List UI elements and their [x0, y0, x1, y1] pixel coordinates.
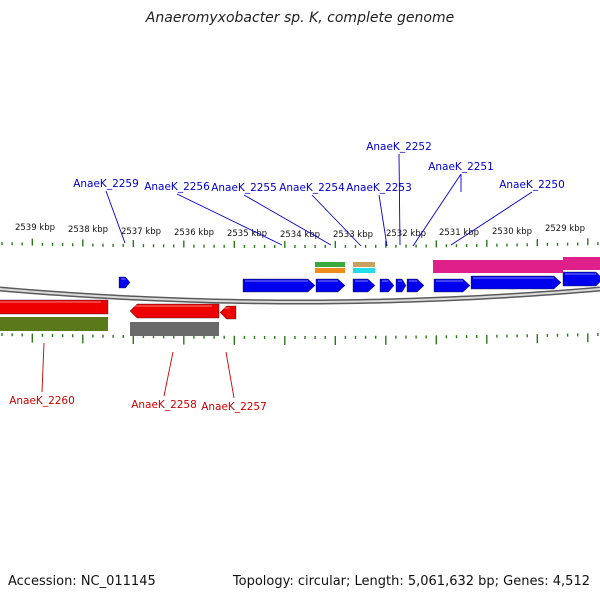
gene-label-reverse[interactable]: AnaeK_2260 — [9, 395, 75, 407]
gene-label-forward[interactable]: AnaeK_2255 — [211, 182, 277, 194]
feature-track-gray[interactable] — [130, 322, 219, 336]
axis-label: 2538 kbp — [68, 225, 108, 235]
gene-label-forward[interactable]: AnaeK_2250 — [499, 179, 565, 191]
feature-track-cyan[interactable] — [353, 268, 375, 273]
forward-gene-arrow[interactable] — [118, 276, 131, 289]
gene-highlight — [222, 307, 230, 309]
axis-label: 2529 kbp — [545, 224, 585, 234]
leader-line — [105, 190, 126, 244]
topology-label: Topology: circular; Length: 5,061,632 bp… — [232, 574, 590, 589]
leader-line — [450, 191, 533, 246]
axis-label: 2534 kbp — [280, 230, 320, 240]
leader-line — [311, 194, 362, 247]
gene-highlight — [132, 305, 212, 307]
leader-line — [176, 193, 283, 246]
feature-track-green[interactable] — [315, 262, 345, 267]
gene-highlight — [121, 278, 126, 280]
leader-line — [225, 351, 235, 399]
gene-highlight — [318, 280, 338, 282]
reverse-gene-arrow[interactable] — [129, 303, 220, 319]
leader-line — [412, 173, 462, 247]
gene-highlight — [473, 277, 554, 279]
gene-highlight — [436, 280, 463, 282]
feature-track-pink[interactable] — [433, 260, 563, 273]
axis-label: 2531 kbp — [439, 228, 479, 238]
leader-line — [378, 194, 388, 247]
leader-line — [398, 153, 401, 246]
gene-label-forward[interactable]: AnaeK_2254 — [279, 182, 345, 194]
feature-track-pink[interactable] — [563, 257, 600, 270]
gene-highlight — [0, 301, 101, 303]
leader-line — [163, 351, 174, 397]
gene-label-reverse[interactable]: AnaeK_2258 — [131, 399, 197, 411]
gene-label-forward[interactable]: AnaeK_2253 — [346, 182, 412, 194]
forward-gene-arrow[interactable] — [315, 278, 346, 293]
axis-label: 2539 kbp — [15, 223, 55, 233]
gene-highlight — [565, 273, 596, 275]
forward-gene-arrow[interactable] — [470, 275, 562, 290]
feature-track-orange[interactable] — [315, 268, 345, 273]
axis-label: 2537 kbp — [121, 227, 161, 237]
gene-label-forward[interactable]: AnaeK_2251 — [428, 161, 494, 173]
gene-highlight — [382, 280, 389, 282]
feature-track-olive[interactable] — [0, 317, 108, 331]
axis-label: 2532 kbp — [386, 229, 426, 239]
gene-highlight — [355, 280, 368, 282]
gene-label-forward[interactable]: AnaeK_2259 — [73, 178, 139, 190]
axis-label: 2535 kbp — [227, 229, 267, 239]
forward-gene-arrow[interactable] — [395, 278, 407, 293]
reverse-gene-arrow[interactable] — [0, 299, 109, 315]
backbone-inner — [0, 288, 600, 304]
genome-title: Anaeromyxobacter sp. K, complete genome — [145, 10, 455, 26]
feature-track-tan[interactable] — [353, 262, 375, 267]
forward-gene-arrow[interactable] — [379, 278, 395, 293]
gene-highlight — [409, 280, 418, 282]
leader-line — [41, 342, 45, 393]
axis-label: 2536 kbp — [174, 228, 214, 238]
accession-label: Accession: NC_011145 — [8, 574, 156, 589]
gene-label-forward[interactable]: AnaeK_2252 — [366, 141, 432, 153]
forward-gene-arrow[interactable] — [433, 278, 471, 293]
gene-label-forward[interactable]: AnaeK_2256 — [144, 181, 210, 193]
axis-label: 2530 kbp — [492, 227, 532, 237]
leader-line — [243, 194, 332, 246]
reverse-gene-arrow[interactable] — [219, 305, 237, 320]
gene-highlight — [245, 280, 308, 282]
forward-gene-arrow[interactable] — [242, 278, 316, 293]
axis-label: 2533 kbp — [333, 230, 373, 240]
gene-highlight — [398, 280, 402, 282]
forward-gene-arrow[interactable] — [352, 278, 376, 293]
gene-label-reverse[interactable]: AnaeK_2257 — [201, 401, 267, 413]
forward-gene-arrow[interactable] — [406, 278, 425, 293]
